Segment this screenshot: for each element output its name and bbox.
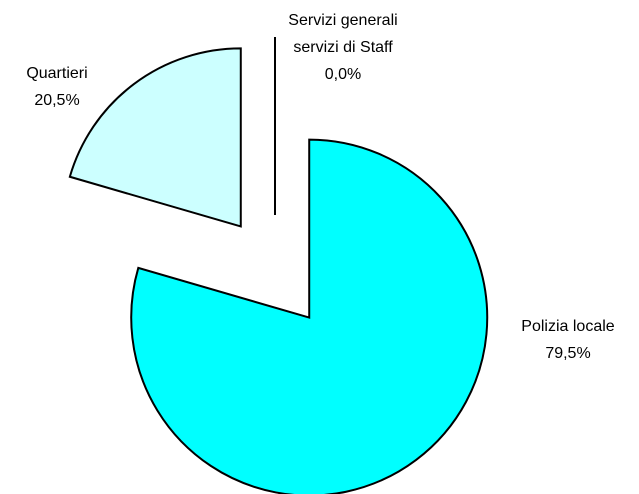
data-label: Polizia locale 79,5% <box>503 313 633 367</box>
data-label: Servizi generali servizi di Staff 0,0% <box>278 7 408 88</box>
data-label: Quartieri 20,5% <box>0 60 122 114</box>
category-label: Polizia locale <box>521 318 615 335</box>
value-label: 0,0% <box>324 66 362 83</box>
pie-slice <box>68 47 242 228</box>
value-label: 20,5% <box>34 92 80 109</box>
category-label: Servizi generali servizi di Staff <box>288 12 398 56</box>
category-label: Quartieri <box>26 65 88 82</box>
value-label: 79,5% <box>545 345 591 362</box>
pie-slice <box>130 138 489 494</box>
